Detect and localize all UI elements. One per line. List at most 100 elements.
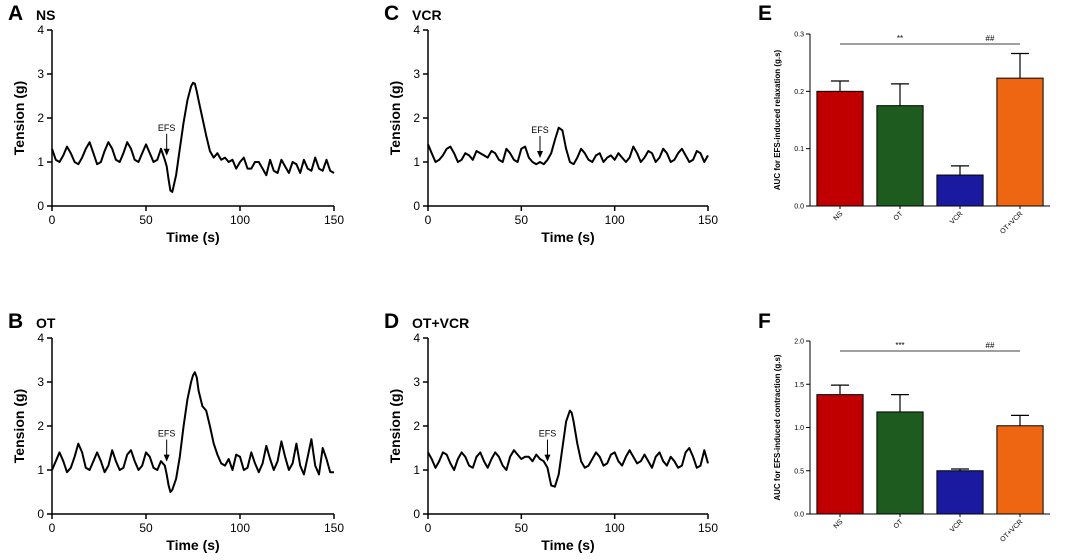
significance-label: ## — [986, 341, 995, 350]
x-tick-label: 50 — [139, 521, 153, 535]
x-tick-label: 150 — [324, 213, 344, 227]
y-axis-label: Tension (g) — [387, 81, 403, 155]
y-tick-label: 1 — [37, 155, 44, 169]
y-tick-label: 0.0 — [794, 204, 804, 211]
y-tick-label: 3 — [413, 375, 420, 389]
x-axis-label: Time (s) — [166, 537, 219, 553]
efs-arrow-head — [537, 151, 543, 158]
panel-letter: D — [384, 310, 399, 333]
y-axis-label: Tension (g) — [11, 389, 27, 463]
significance-label: *** — [895, 341, 904, 350]
y-tick-label: 0.0 — [794, 512, 804, 519]
y-tick-label: 1 — [37, 463, 44, 477]
y-tick-label: 0 — [413, 507, 420, 521]
y-tick-label: 1 — [413, 463, 420, 477]
x-axis-label: Time (s) — [541, 229, 594, 245]
x-axis-label: Time (s) — [166, 229, 219, 245]
significance-label: ## — [986, 34, 995, 43]
x-tick-label: 100 — [230, 521, 250, 535]
efs-arrow-head — [163, 148, 170, 156]
panel-letter: B — [8, 310, 23, 333]
y-tick-label: 2 — [413, 111, 420, 125]
x-tick-label: 0 — [425, 521, 432, 535]
panel-letter: C — [384, 2, 399, 25]
tension-trace — [51, 81, 335, 193]
x-tick-label: 0 — [49, 521, 56, 535]
bar-panel-f: F 0.0 0.5 1.0 1.5 2.0 AUC for EFS-induced cont… — [758, 310, 1050, 544]
panel-letter: A — [8, 2, 23, 25]
significance-label: ** — [897, 34, 903, 43]
efs-label: EFS — [158, 429, 176, 439]
efs-label: EFS — [158, 123, 176, 133]
y-tick-label: 0.1 — [794, 146, 804, 153]
x-tick-label: OT — [893, 210, 905, 222]
panel-title: OT — [36, 315, 56, 331]
tension-trace — [427, 409, 709, 488]
y-tick-label: 1.5 — [794, 382, 804, 389]
y-axis-label: AUC for EFS-induced relaxation (g.s) — [773, 49, 782, 190]
panel-title: OT+VCR — [412, 315, 469, 331]
x-tick-label: OT+VCR — [999, 518, 1024, 543]
y-axis-label: AUC for EFS-induced contraction (g.s) — [773, 354, 782, 501]
y-tick-label: 1.0 — [794, 425, 804, 432]
bar-ns — [816, 394, 864, 515]
bar-ot-vcr — [996, 77, 1044, 207]
y-axis-label: Tension (g) — [387, 389, 403, 463]
y-tick-label: 2.0 — [794, 339, 804, 346]
bar-ot-vcr — [996, 425, 1044, 515]
y-tick-label: 3 — [413, 67, 420, 81]
x-tick-label: NS — [833, 210, 845, 222]
x-tick-label: VCR — [949, 518, 964, 533]
trace-panel-c: C VCR 0 1 2 3 4 0 50 100 150 Time (s) Tension (g) EFS — [384, 2, 718, 245]
y-tick-label: 0.5 — [794, 468, 804, 475]
bar-vcr — [936, 470, 984, 515]
panel-letter: E — [758, 2, 772, 25]
trace-panel-a: A NS 0 1 2 3 4 0 50 100 150 Time (s) Tension (g) EFS — [8, 2, 344, 245]
x-tick-label: 50 — [515, 213, 529, 227]
panel-title: NS — [36, 7, 55, 23]
x-tick-label: 50 — [139, 213, 153, 227]
x-tick-label: VCR — [949, 210, 964, 225]
bar-panel-e: E 0.0 0.1 0.2 0.3 AUC for EFS-induced relaxat… — [758, 2, 1050, 236]
x-tick-label: 150 — [324, 521, 344, 535]
bar-ot — [876, 411, 924, 515]
bar-vcr — [936, 174, 984, 207]
y-tick-label: 4 — [413, 331, 420, 345]
y-tick-label: 0 — [413, 199, 420, 213]
efs-label: EFS — [531, 125, 549, 135]
efs-arrow-head — [544, 454, 551, 462]
x-tick-label: 0 — [49, 213, 56, 227]
y-tick-label: 1 — [413, 155, 420, 169]
x-tick-label: OT+VCR — [999, 210, 1024, 235]
y-tick-label: 0.2 — [794, 89, 804, 96]
x-tick-label: 100 — [605, 521, 625, 535]
tension-trace — [427, 126, 709, 166]
panel-title: VCR — [412, 7, 442, 23]
y-tick-label: 0 — [37, 507, 44, 521]
trace-panel-d: D OT+VCR 0 1 2 3 4 0 50 100 150 Time (s) Tension (g)… — [384, 310, 718, 553]
y-tick-label: 2 — [37, 419, 44, 433]
trace-panel-b: B OT 0 1 2 3 4 0 50 100 150 Time (s) Tension (g) EFS — [8, 310, 344, 553]
x-tick-label: 0 — [425, 213, 432, 227]
x-tick-label: 100 — [605, 213, 625, 227]
bar-ot — [876, 105, 924, 207]
x-tick-label: 150 — [698, 521, 718, 535]
efs-label: EFS — [539, 429, 557, 439]
x-tick-label: 50 — [515, 521, 529, 535]
y-tick-label: 4 — [37, 23, 44, 37]
y-tick-label: 0.3 — [794, 32, 804, 39]
y-axis-label: Tension (g) — [11, 81, 27, 155]
y-tick-label: 4 — [37, 331, 44, 345]
y-tick-label: 3 — [37, 375, 44, 389]
x-axis-label: Time (s) — [541, 537, 594, 553]
x-tick-label: NS — [833, 518, 845, 530]
efs-arrow-head — [163, 454, 170, 462]
y-tick-label: 3 — [37, 67, 44, 81]
x-tick-label: 150 — [698, 213, 718, 227]
y-tick-label: 0 — [37, 199, 44, 213]
bar-ns — [816, 90, 864, 207]
tension-trace — [51, 371, 334, 493]
x-tick-label: OT — [893, 518, 905, 530]
y-tick-label: 2 — [37, 111, 44, 125]
